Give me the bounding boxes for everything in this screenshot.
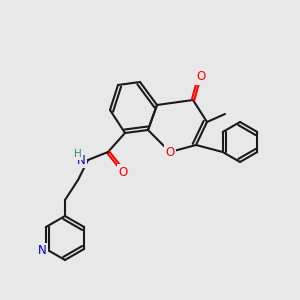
Text: H: H xyxy=(74,149,82,159)
Text: N: N xyxy=(77,154,86,166)
Text: O: O xyxy=(118,166,127,178)
Text: O: O xyxy=(196,70,206,83)
Text: N: N xyxy=(38,244,46,257)
Text: O: O xyxy=(165,146,175,158)
